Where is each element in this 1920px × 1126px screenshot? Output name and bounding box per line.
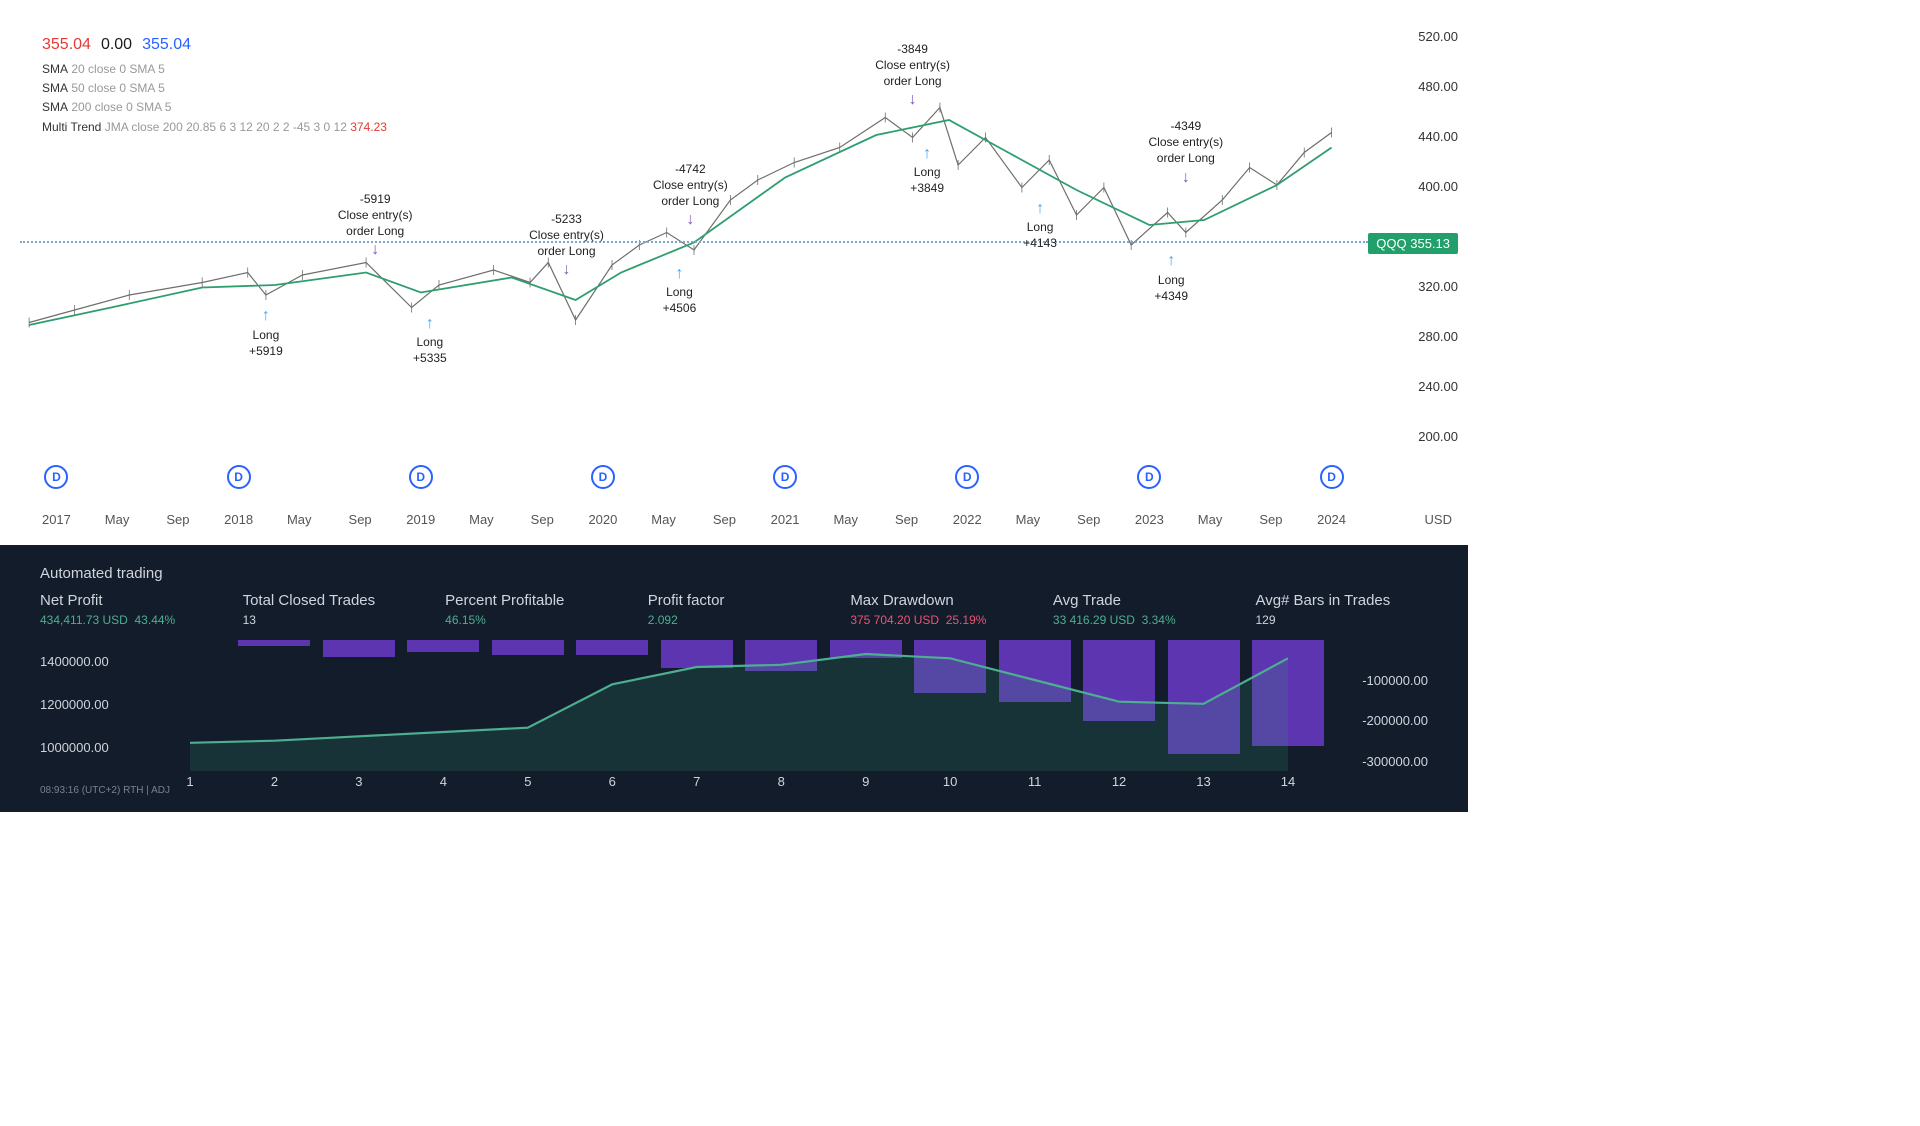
equity-x-axis: 1234567891011121314 <box>190 774 1288 794</box>
equity-right-axis: -100000.00-200000.00-300000.00 <box>1308 640 1428 772</box>
long-annotation: ↑Long+5335 <box>413 313 447 367</box>
equity-left-axis: 1400000.001200000.001000000.00 <box>40 640 160 772</box>
timestamp-label: 08:93:16 (UTC+2) RTH | ADJ <box>40 785 170 796</box>
price-black: 0.00 <box>101 36 132 54</box>
long-annotation: ↑Long+4349 <box>1154 250 1188 304</box>
equity-chart[interactable]: 1400000.001200000.001000000.00 -100000.0… <box>40 640 1428 802</box>
close-annotation: -4349Close entry(s)order Long↓ <box>1148 118 1223 188</box>
price-info-block: 355.04 0.00 355.04 SMA 20 close 0 SMA 5S… <box>42 36 387 137</box>
indicator-list: SMA 20 close 0 SMA 5SMA 50 close 0 SMA 5… <box>42 60 387 137</box>
price-tag: QQQ 355.13 <box>1368 233 1458 254</box>
metric-net-profit: Net Profit434,411.73 USD 43.44% <box>40 592 213 627</box>
long-annotation: ↑Long+4506 <box>663 263 697 317</box>
long-annotation: ↑Long+5919 <box>249 305 283 359</box>
d-marker[interactable]: D <box>1320 465 1344 489</box>
metric-max-drawdown: Max Drawdown375 704.20 USD 25.19% <box>850 592 1023 627</box>
metric-percent-profitable: Percent Profitable46.15% <box>445 592 618 627</box>
current-price-line <box>20 241 1368 243</box>
d-marker[interactable]: D <box>955 465 979 489</box>
d-marker[interactable]: D <box>227 465 251 489</box>
price-x-axis: 2017MaySep2018MaySep2019MaySep2020MaySep… <box>20 505 1368 545</box>
currency-label: USD <box>1425 512 1452 527</box>
metric-total-closed-trades: Total Closed Trades13 <box>243 592 416 627</box>
close-annotation: -5233Close entry(s)order Long↓ <box>529 211 604 281</box>
metric-profit-factor: Profit factor2.092 <box>648 592 821 627</box>
d-marker[interactable]: D <box>44 465 68 489</box>
price-red: 355.04 <box>42 36 91 54</box>
equity-svg <box>190 640 1288 772</box>
d-marker[interactable]: D <box>409 465 433 489</box>
long-annotation: ↑Long+4143 <box>1023 198 1057 252</box>
long-annotation: ↑Long+3849 <box>910 143 944 197</box>
close-annotation: -3849Close entry(s)order Long↓ <box>875 41 950 111</box>
metric-avg-trade: Avg Trade33 416.29 USD 3.34% <box>1053 592 1226 627</box>
d-marker-row: DDDDDDDD <box>20 465 1368 495</box>
stats-panel: Automated trading Net Profit434,411.73 U… <box>0 545 1468 812</box>
metric-avg-bars-in-trades: Avg# Bars in Trades129 <box>1255 592 1428 627</box>
price-chart[interactable]: 355.04 0.00 355.04 SMA 20 close 0 SMA 5S… <box>0 0 1468 545</box>
equity-line-area <box>190 640 1288 772</box>
close-annotation: -5919Close entry(s)order Long↓ <box>338 191 413 261</box>
d-marker[interactable]: D <box>591 465 615 489</box>
d-marker[interactable]: D <box>773 465 797 489</box>
price-blue: 355.04 <box>142 36 191 54</box>
d-marker[interactable]: D <box>1137 465 1161 489</box>
stats-title: Automated trading <box>40 565 1428 582</box>
metrics-row: Net Profit434,411.73 USD 43.44% Total Clo… <box>40 592 1428 627</box>
close-annotation: -4742Close entry(s)order Long↓ <box>653 161 728 231</box>
